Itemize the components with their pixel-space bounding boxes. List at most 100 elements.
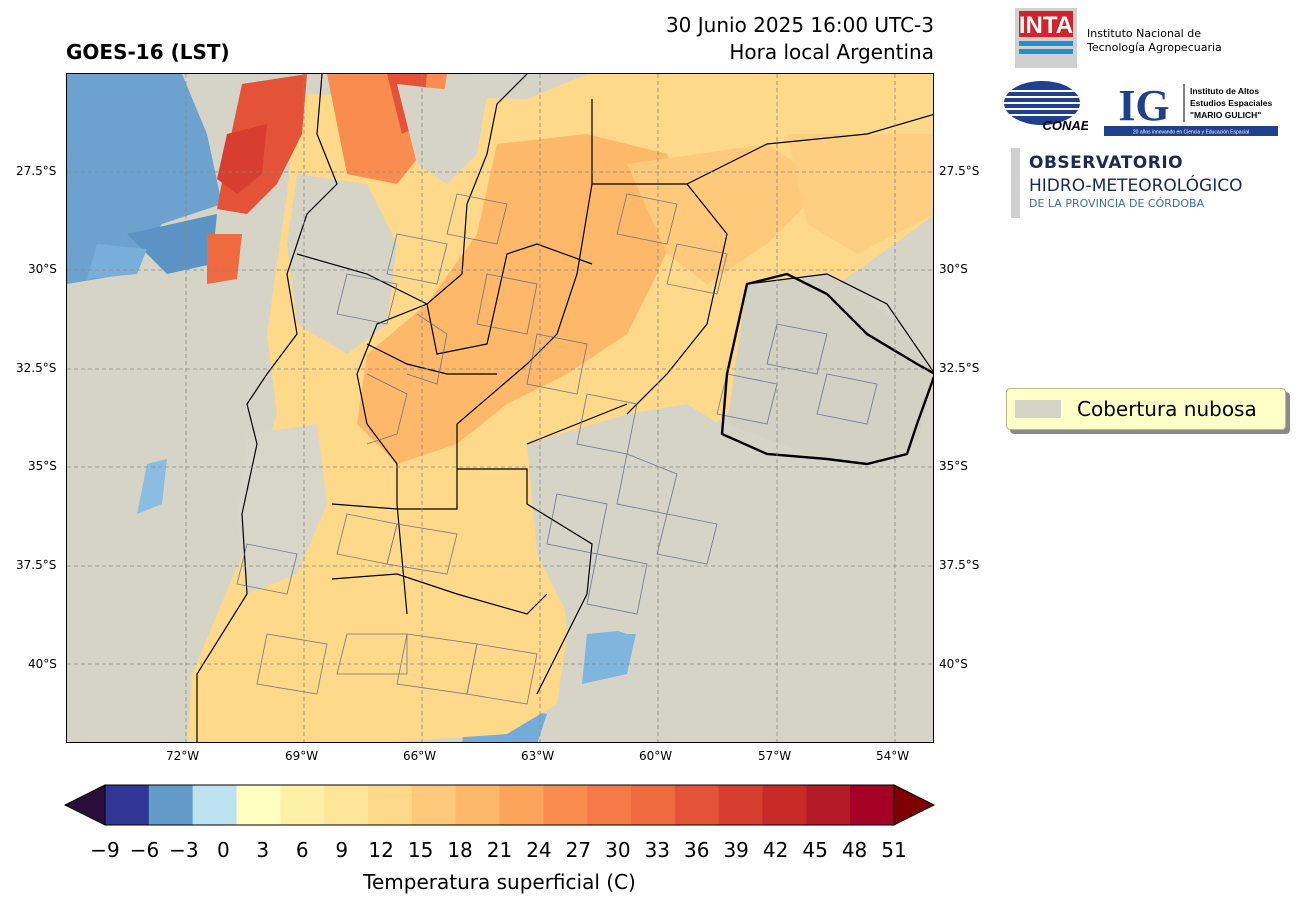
colorbar-tick-label: 48 [841, 838, 868, 862]
colorbar-tick-label: 30 [605, 838, 631, 862]
ig-tagline: 20 años innovando en Ciencia y Educación… [1133, 130, 1249, 136]
extreme-hot-spot [217, 124, 267, 194]
colorbar-tick-label: −6 [129, 838, 160, 862]
colorbar-cell [587, 785, 632, 825]
very-hot-patch [207, 234, 242, 284]
colorbar-tick-label: 6 [295, 838, 309, 862]
colorbar-cell [543, 785, 588, 825]
lat-label-left: 35°S [28, 459, 57, 473]
cloud-cover-mendoza [237, 424, 327, 594]
colorbar-tick-label: 21 [486, 838, 513, 862]
cold-cloud-region-west [127, 214, 217, 274]
colorbar [63, 784, 936, 826]
ig-name-line: Instituto de Altos [1190, 86, 1259, 96]
colorbar-cell [280, 785, 325, 825]
colorbar-cells [105, 785, 895, 825]
colorbar-cell [674, 785, 720, 825]
conae-logo: CONAE [1004, 79, 1090, 133]
colorbar-cell [850, 785, 895, 825]
colorbar-tick-label: −9 [90, 838, 120, 862]
colorbar-tick-label: 39 [723, 838, 749, 862]
colorbar-cell [762, 785, 807, 825]
inta-logo: INTA [1015, 8, 1077, 68]
colorbar-cell [499, 785, 544, 825]
colorbar-label: Temperatura superficial (C) [363, 870, 636, 894]
colorbar-ticks: −9 −6 −3 0 3 6 9 12 15 18 21 24 27 30 33 36 39 42 45 48 51 [0, 838, 1301, 866]
colorbar-tick-label: 24 [526, 838, 552, 862]
cloud-cover-legend: Cobertura nubosa [1006, 388, 1286, 430]
cold-cloud-patch-chile [137, 459, 167, 514]
colorbar-cell [455, 785, 500, 825]
colorbar-tick-label: 18 [447, 838, 473, 862]
timezone-label: Hora local Argentina [729, 40, 934, 64]
conae-mark: CONAE [1043, 118, 1088, 133]
lst-map [67, 74, 933, 742]
lat-label-left: 32.5°S [16, 361, 57, 375]
colorbar-cell [411, 785, 457, 825]
colorbar-cell [324, 785, 369, 825]
inta-name: Instituto Nacional de Tecnología Agropec… [1087, 27, 1222, 55]
lat-label-right: 35°S [939, 459, 968, 473]
department-borders [236, 193, 878, 705]
lon-label: 69°W [285, 749, 319, 763]
lat-label-left: 37.5°S [16, 558, 57, 572]
map-panel [66, 73, 934, 743]
colorbar-tick-label: 0 [216, 838, 230, 862]
lat-label-right: 37.5°S [939, 558, 980, 572]
colorbar-frame [104, 784, 895, 826]
lat-label-right: 30°S [939, 262, 968, 276]
inta-name-line: Tecnología Agropecuaria [1087, 41, 1222, 54]
colorbar-under-arrow [63, 784, 106, 826]
ig-mark: IG [1118, 81, 1169, 130]
colorbar-tick-label: 9 [335, 838, 349, 862]
colorbar-cell [236, 785, 281, 825]
lat-label-right: 32.5°S [939, 361, 980, 375]
observatorio-accent-bar [1011, 148, 1020, 218]
colorbar-cell [806, 785, 851, 825]
ig-name-line: "MARIO GULICH" [1190, 110, 1261, 120]
warm-surface-misiones [787, 134, 933, 254]
observatorio-subtitle: HIDRO-METEOROLÓGICO [1029, 176, 1243, 196]
colorbar-tick-label: 27 [565, 838, 592, 862]
colorbar-tick-label: 3 [256, 838, 270, 862]
uruguay-border [720, 272, 933, 466]
inta-name-line: Instituto Nacional de [1087, 27, 1201, 40]
observatorio-province: DE LA PROVINCIA DE CÓRDOBA [1029, 197, 1205, 210]
lon-label: 72°W [166, 749, 200, 763]
lat-label-right: 40°S [939, 657, 968, 671]
colorbar-cell [368, 785, 413, 825]
province-borders [196, 74, 933, 742]
colorbar-cell [192, 785, 237, 825]
ig-logo: IG Instituto de Altos Estudios Espaciale… [1104, 78, 1278, 136]
lon-label: 54°W [876, 749, 910, 763]
inta-mark: INTA [1019, 12, 1073, 39]
observatorio-title: OBSERVATORIO [1029, 153, 1184, 173]
lat-label-right: 27.5°S [939, 164, 980, 178]
colorbar-over-arrow [893, 784, 936, 826]
colorbar-tick-label: 33 [644, 838, 671, 862]
colorbar-tick-label: 45 [802, 838, 828, 862]
cold-cloud-region-nw [67, 74, 222, 284]
colorbar-cell [148, 785, 194, 825]
colorbar-cell [631, 785, 676, 825]
cloud-cover-catamarca [287, 174, 397, 354]
datetime-block: 30 Junio 2025 16:00 UTC-3 Hora local Arg… [666, 12, 934, 66]
colorbar-tick-label: 12 [368, 838, 394, 862]
cold-cloud-patch-atlantic [582, 629, 637, 684]
lon-label: 66°W [403, 749, 437, 763]
lat-label-left: 30°S [28, 262, 57, 276]
ig-name-line: Estudios Espaciales [1190, 98, 1272, 108]
gridlines [67, 74, 933, 742]
colorbar-tick-label: 51 [881, 838, 907, 862]
lon-label: 63°W [521, 749, 555, 763]
datetime-label: 30 Junio 2025 16:00 UTC-3 [665, 13, 934, 37]
hot-surface-region-north [357, 134, 687, 464]
colorbar-tick-label: 15 [407, 838, 434, 862]
cloud-cover-swatch [1015, 400, 1061, 418]
lon-label: 57°W [758, 749, 792, 763]
colorbar-tick-label: 42 [762, 838, 789, 862]
legend-label: Cobertura nubosa [1077, 397, 1257, 421]
cloud-cover-buenos-aires [527, 404, 787, 634]
colorbar-tick-label: 36 [684, 838, 710, 862]
lat-label-left: 40°S [28, 657, 57, 671]
